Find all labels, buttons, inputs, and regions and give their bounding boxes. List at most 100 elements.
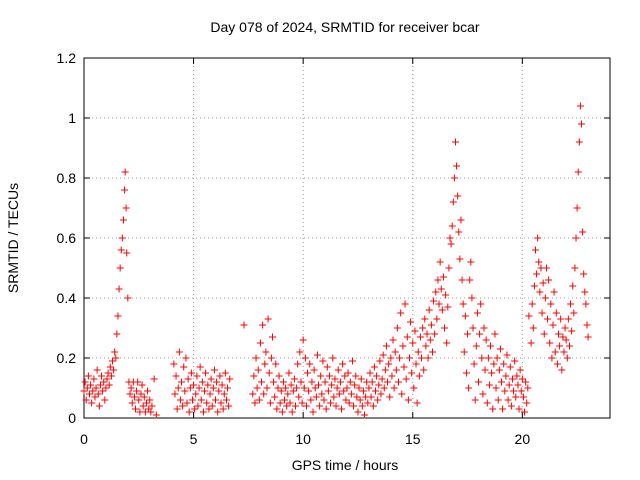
data-point	[420, 366, 428, 374]
data-point	[371, 387, 379, 395]
data-point	[322, 405, 330, 413]
data-point	[489, 405, 497, 413]
data-point	[194, 402, 202, 410]
data-point	[328, 381, 336, 389]
data-point	[366, 369, 374, 377]
data-point	[478, 354, 486, 362]
data-point	[210, 366, 218, 374]
data-point	[435, 300, 443, 308]
data-point	[583, 321, 591, 329]
data-point	[184, 375, 192, 383]
data-point	[568, 327, 576, 335]
data-point	[81, 378, 89, 386]
data-point	[584, 333, 592, 341]
data-point	[309, 408, 317, 416]
data-point	[481, 366, 489, 374]
data-point	[468, 294, 476, 302]
data-point	[218, 381, 226, 389]
data-point	[118, 234, 126, 242]
data-point	[116, 264, 124, 272]
data-point	[479, 390, 487, 398]
data-point	[459, 300, 467, 308]
data-point	[392, 366, 400, 374]
data-point	[121, 168, 129, 176]
data-point	[188, 396, 196, 404]
data-point	[449, 198, 457, 206]
data-point	[374, 396, 382, 404]
data-point	[477, 300, 485, 308]
data-point	[525, 312, 533, 320]
data-point	[529, 324, 537, 332]
data-point	[310, 366, 318, 374]
data-point	[133, 387, 141, 395]
data-point	[100, 378, 108, 386]
data-point	[277, 387, 285, 395]
data-point	[343, 384, 351, 392]
data-point	[187, 369, 195, 377]
data-point	[275, 372, 283, 380]
data-point	[376, 357, 384, 365]
data-point	[464, 330, 472, 338]
data-point	[305, 387, 313, 395]
data-point	[342, 396, 350, 404]
data-point	[533, 270, 541, 278]
data-point	[260, 390, 268, 398]
data-point	[284, 390, 292, 398]
data-point	[403, 333, 411, 341]
data-point	[455, 228, 463, 236]
x-tick-label: 0	[80, 431, 88, 447]
data-point	[338, 405, 346, 413]
y-tick-label: 0.6	[57, 230, 77, 246]
data-point	[472, 342, 480, 350]
data-point	[369, 402, 377, 410]
data-point	[122, 204, 130, 212]
data-point	[319, 357, 327, 365]
data-point	[535, 258, 543, 266]
data-point	[316, 402, 324, 410]
data-point	[539, 279, 547, 287]
data-point	[324, 387, 332, 395]
data-point	[397, 309, 405, 317]
data-point	[501, 387, 509, 395]
data-point	[495, 366, 503, 374]
data-point	[121, 186, 129, 194]
y-tick-label: 1	[68, 110, 76, 126]
data-point	[270, 378, 278, 386]
data-point	[498, 378, 506, 386]
data-point	[173, 405, 181, 413]
data-point	[87, 381, 95, 389]
data-point	[554, 330, 562, 338]
data-point	[546, 339, 554, 347]
data-point	[196, 363, 204, 371]
data-point	[480, 324, 488, 332]
data-point	[341, 372, 349, 380]
data-point	[304, 369, 312, 377]
data-point	[299, 336, 307, 344]
data-point	[377, 390, 385, 398]
data-point	[347, 390, 355, 398]
data-point	[119, 216, 127, 224]
data-point	[105, 381, 113, 389]
data-point	[262, 348, 270, 356]
data-point	[253, 384, 261, 392]
data-point	[364, 399, 372, 407]
x-tick-label: 20	[515, 431, 531, 447]
data-point	[573, 204, 581, 212]
data-point	[111, 348, 119, 356]
data-point	[110, 366, 118, 374]
data-point	[551, 348, 559, 356]
data-point	[476, 330, 484, 338]
data-point	[182, 354, 190, 362]
data-point	[487, 342, 495, 350]
data-point	[315, 381, 323, 389]
y-tick-label: 1.2	[57, 50, 77, 66]
data-point	[217, 399, 225, 407]
data-point	[298, 399, 306, 407]
data-point	[114, 312, 122, 320]
data-point	[351, 381, 359, 389]
data-point	[437, 285, 445, 293]
data-point	[266, 399, 274, 407]
data-point	[254, 366, 262, 374]
data-point	[510, 387, 518, 395]
data-point	[135, 396, 143, 404]
